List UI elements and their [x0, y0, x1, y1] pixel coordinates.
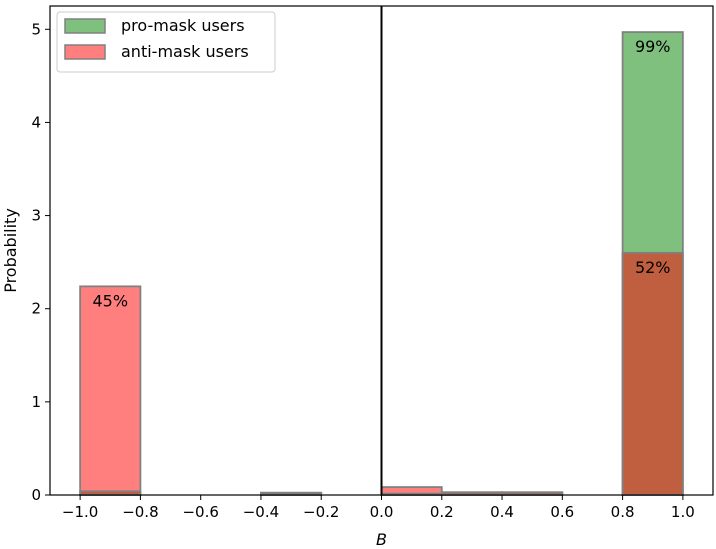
x-tick-label: 0.8 — [611, 503, 635, 521]
x-tick-label: 0.0 — [370, 503, 394, 521]
histogram-bar-overlap — [502, 492, 563, 495]
histogram-bar-overlap — [80, 491, 141, 495]
legend-swatch — [64, 18, 106, 34]
y-tick-label: 1 — [31, 393, 41, 411]
legend-box — [56, 11, 276, 73]
y-axis-label: Probability — [1, 208, 20, 293]
x-tick-label: 0.2 — [430, 503, 454, 521]
y-axis: 0 1 2 3 4 5 — [31, 20, 50, 504]
y-tick-label: 2 — [31, 300, 41, 318]
x-axis: −1.0 −0.8 −0.6 −0.4 −0.2 0.0 0.2 0.4 0.6 0.8 1.0 — [62, 495, 695, 521]
x-axis-label: B — [376, 530, 387, 549]
y-tick-label: 3 — [31, 207, 41, 225]
histogram-bar-overlap — [260, 493, 322, 495]
percent-annotation: 99% — [635, 37, 671, 56]
legend-swatch — [64, 44, 106, 60]
x-tick-label: 0.6 — [550, 503, 574, 521]
x-tick-label: −0.2 — [303, 503, 339, 521]
histogram-bar — [381, 487, 442, 494]
x-tick-label: −0.4 — [243, 503, 279, 521]
percent-annotation: 52% — [635, 258, 671, 277]
y-tick-label: 5 — [31, 20, 41, 38]
legend-label: anti-mask users — [121, 42, 249, 61]
histogram-bar-overlap — [622, 252, 683, 495]
y-tick-label: 0 — [31, 486, 41, 504]
legend-label: pro-mask users — [121, 16, 245, 35]
x-tick-label: −1.0 — [62, 503, 98, 521]
legend: pro-mask users anti-mask users — [56, 11, 276, 73]
histogram-bar — [622, 32, 683, 253]
annotations-layer: 45% 99% 52% — [92, 37, 670, 310]
histogram-bar-overlap — [441, 492, 503, 495]
x-tick-label: 1.0 — [671, 503, 695, 521]
x-tick-label: −0.6 — [182, 503, 218, 521]
x-tick-label: −0.8 — [122, 503, 158, 521]
x-tick-label: 0.4 — [490, 503, 514, 521]
y-tick-label: 4 — [31, 113, 41, 131]
percent-annotation: 45% — [92, 291, 128, 310]
histogram-bar — [80, 286, 141, 492]
